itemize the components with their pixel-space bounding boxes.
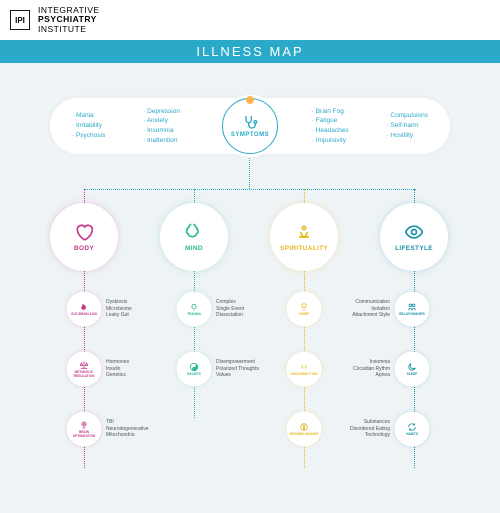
stomach-icon	[79, 302, 89, 312]
scale-icon	[79, 360, 89, 370]
symptoms-node: SYMPTOMS	[222, 98, 278, 154]
logo-text: INTEGRATIVE PSYCHIATRY INSTITUTE	[38, 6, 100, 34]
symptom-col-2: · Depression · Anxiety · Insomnia · Inat…	[143, 107, 180, 146]
symptom-col-3: · Brain Fog · Fatigue · Headaches · Impu…	[312, 107, 349, 146]
pillar-body: BODY	[52, 205, 116, 269]
node-disconnection: DISCONNECTION	[288, 353, 320, 385]
node-brain-opt: BRAIN OPTIMIZATION TBI Neurodegenerative…	[68, 413, 149, 445]
page-title: ILLNESS MAP	[0, 40, 500, 63]
symptom-col-1: · Mania · Irritability · Psychosis	[72, 111, 105, 140]
diagram-canvas: · Mania · Irritability · Psychosis · Dep…	[0, 63, 500, 513]
pillar-mind: MIND	[162, 205, 226, 269]
node-trauma: TRAUMA Complex Single Event Dissociation	[178, 293, 244, 325]
node-gut-brain: GUT-BRAIN AXIS Dysbiosis Microbiome Leak…	[68, 293, 132, 325]
yinyang-icon	[189, 362, 199, 372]
node-habits: Substances Disordered Eating Technology …	[330, 413, 428, 445]
lotus-icon	[294, 222, 314, 242]
pillar-lifestyle: LIFESTYLE	[382, 205, 446, 269]
unlink-icon	[299, 362, 309, 372]
pillar-spirituality: SPIRITUALITY	[272, 205, 336, 269]
compass-icon	[299, 422, 309, 432]
node-beliefs: BELIEFS Disempowerment Polarized Thought…	[178, 353, 259, 385]
eye-icon	[404, 222, 424, 242]
brand-header: IPI INTEGRATIVE PSYCHIATRY INSTITUTE	[0, 0, 500, 40]
node-grief: GRIEF	[288, 293, 320, 325]
people-icon	[407, 302, 417, 312]
symptoms-bar: · Mania · Irritability · Psychosis · Dep…	[50, 98, 450, 154]
node-metabolic: METABOLIC REGULATION Hormones Insulin Ge…	[68, 353, 129, 385]
stethoscope-icon	[242, 114, 258, 130]
cycle-icon	[407, 422, 417, 432]
heart-icon	[74, 222, 94, 242]
node-meaning: MEANING MAKING	[288, 413, 320, 445]
brain-icon	[184, 222, 204, 242]
node-relationships: Communication Isolation Attachment Style…	[330, 293, 428, 325]
logo-mark: IPI	[10, 10, 30, 30]
tear-icon	[299, 302, 309, 312]
head-burst-icon	[189, 302, 199, 312]
node-sleep: Insomnia Circadian Rythm Apnea SLEEP	[330, 353, 428, 385]
symptom-col-4: · Compulsions · Self-harm · Hostility	[386, 111, 428, 140]
head-gear-icon	[79, 420, 89, 430]
moon-icon	[407, 362, 417, 372]
